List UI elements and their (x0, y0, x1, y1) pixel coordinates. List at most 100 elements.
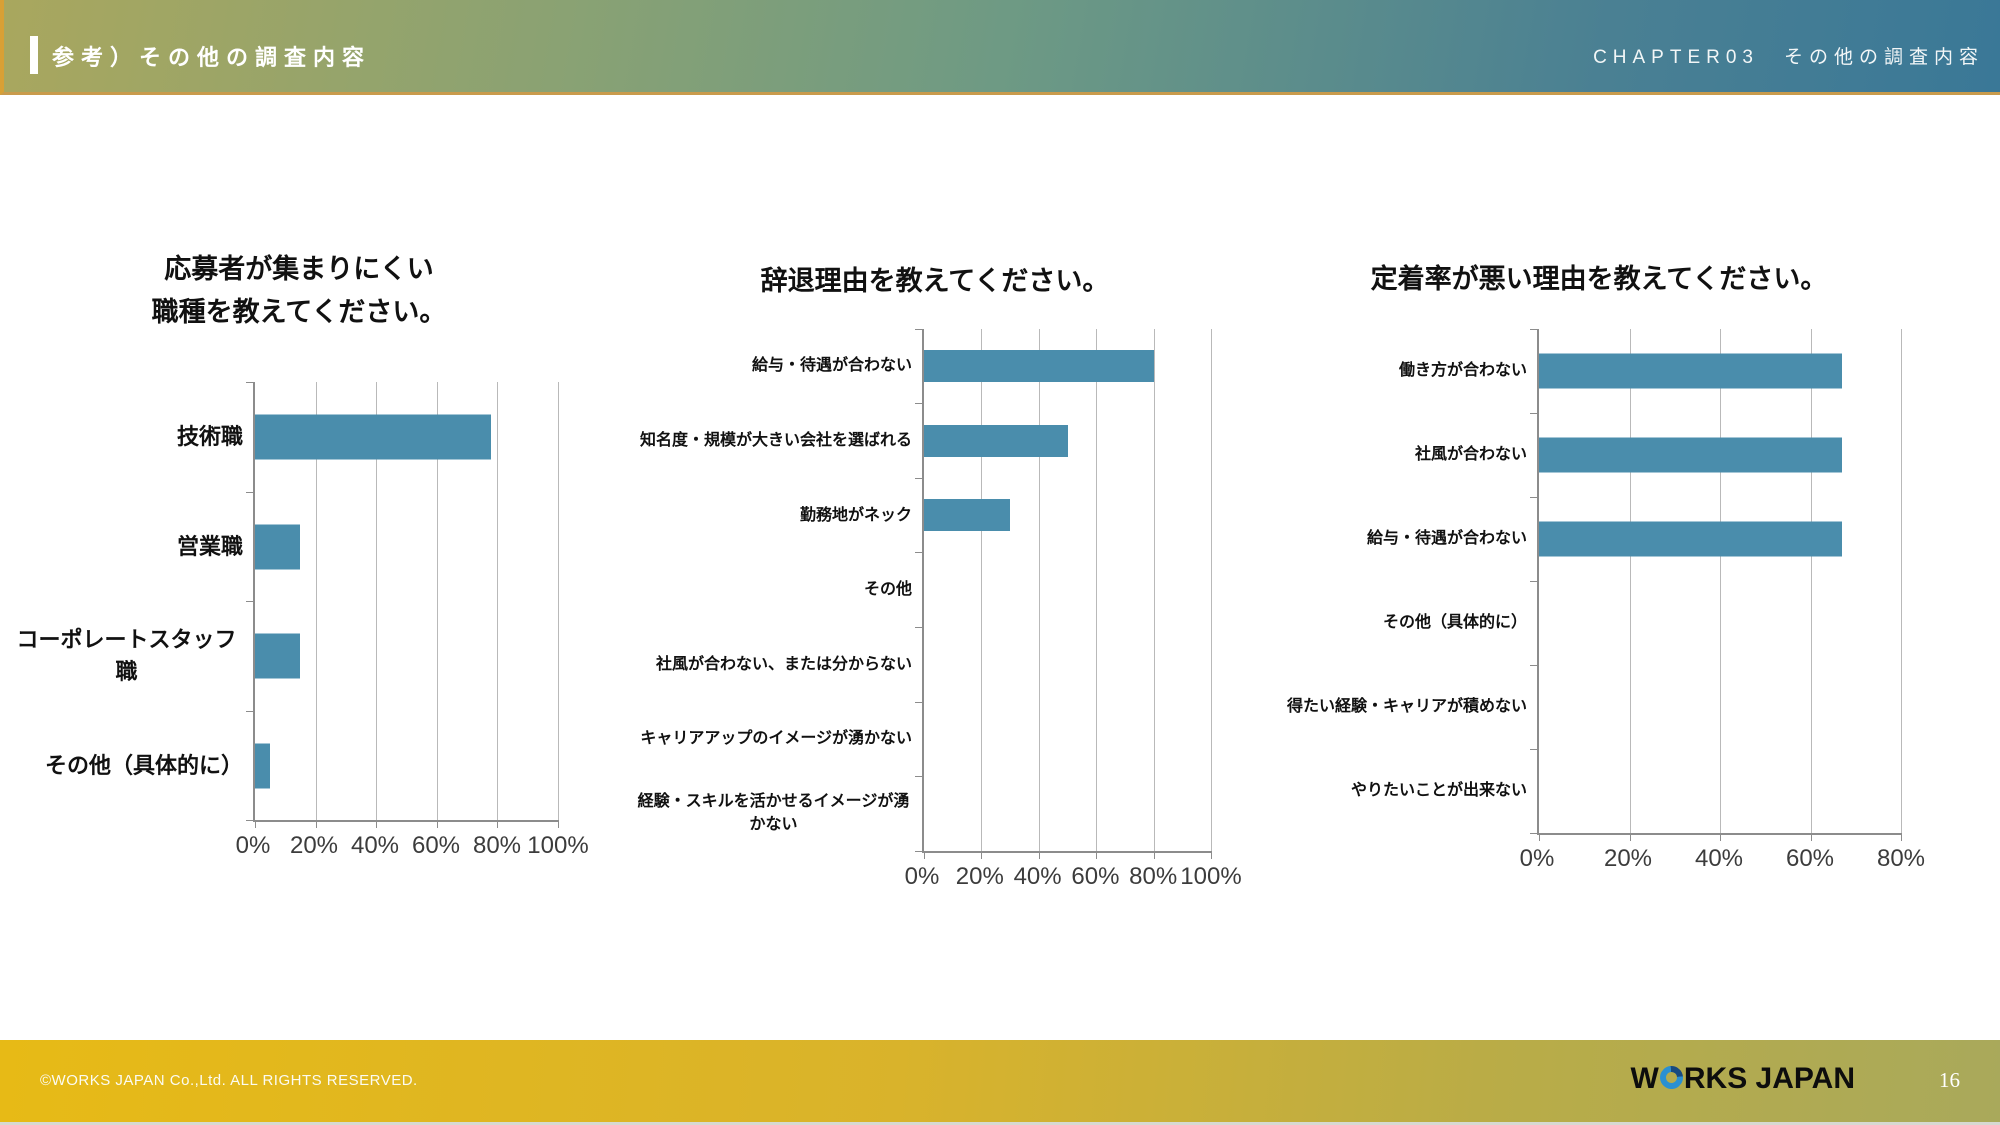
x-axis-tick (1901, 832, 1902, 841)
x-axis-tick (981, 850, 983, 859)
category-label-text: その他（具体的に） (1382, 614, 1527, 632)
chart-title: 応募者が集まりにくい 職種を教えてください。 (10, 248, 558, 333)
bar-row (1539, 581, 1901, 665)
category-labels: 給与・待遇が合わない知名度・規模が大きい会社を選ばれる勤務地がネックその他社風が… (635, 329, 922, 851)
gridline (1629, 328, 1631, 833)
y-axis-tick (915, 776, 924, 778)
y-axis-tick (246, 710, 255, 712)
chart-body: 技術職 営業職 コーポレートスタッフ職 その他（具体的に） 0% 20% 40% 60% 80%… (10, 382, 589, 862)
gridline (1720, 328, 1721, 833)
x-axis-labels: 0% 20% 40% 60% 80% (1520, 844, 1925, 875)
x-axis-label: 60% (1071, 862, 1120, 890)
chart-title-line: 職種を教えてください。 (151, 296, 447, 327)
category-label: 給与・待遇が合わない (635, 329, 922, 404)
x-axis-label: 0% (1519, 844, 1555, 872)
bar (255, 633, 301, 679)
chart-title: 辞退理由を教えてください。 (635, 260, 1215, 303)
chart-low-retention-reasons: 定着率が悪い理由を教えてください。 働き方が合わない 社風が合わない 給与・待遇が合わ… (1253, 258, 1925, 875)
x-axis-label: 20% (1603, 844, 1653, 872)
x-axis-label: 20% (289, 832, 339, 860)
x-axis-label: 100% (527, 832, 589, 860)
gridline (558, 382, 559, 821)
gridline (1096, 328, 1098, 851)
y-axis-tick (1530, 832, 1539, 834)
x-axis-tick (315, 820, 317, 829)
bar-row (1539, 665, 1901, 749)
x-axis-labels: 0% 20% 40% 60% 80% 100% (905, 862, 1242, 893)
category-labels: 技術職営業職コーポレートスタッフ職その他（具体的に） (10, 382, 253, 820)
page-number: 16 (1939, 1068, 1960, 1092)
x-axis-label: 0% (904, 862, 940, 890)
chart-decline-reasons: 辞退理由を教えてください。給与・待遇が合わない知名度・規模が大きい会社を選ばれる… (635, 260, 1242, 893)
slide-header: 参考）その他の調査内容 CHAPTER03 その他の調査内容 (0, 0, 2000, 95)
bar-row (924, 627, 1211, 702)
category-label: 技術職 (10, 382, 253, 492)
plot-wrap: 0% 20% 40% 60% 80% 100% (905, 328, 1242, 893)
y-axis-tick (246, 491, 255, 493)
category-label: その他（具体的に） (10, 711, 253, 821)
category-labels: 働き方が合わない 社風が合わない 給与・待遇が合わない その他（具体的に） 得たい経験・… (1253, 329, 1537, 833)
gridline (1810, 328, 1812, 833)
gridline (497, 382, 499, 821)
category-label: その他（具体的に） (1253, 581, 1537, 665)
y-axis-tick (246, 820, 255, 822)
bar-row (1539, 497, 1901, 581)
y-axis-tick (246, 382, 255, 384)
y-axis-tick (915, 328, 924, 330)
bar-row (924, 403, 1211, 478)
chart-title: 定着率が悪い理由を教えてください。 (1253, 258, 1905, 301)
category-label: 給与・待遇が合わない (1253, 497, 1537, 581)
category-label: 働き方が合わない (1253, 329, 1537, 413)
x-axis-tick (1629, 832, 1631, 841)
x-axis-label: 60% (1785, 844, 1835, 872)
chapter-label: CHAPTER03 その他の調査内容 (1593, 47, 1984, 68)
x-axis-tick (1153, 850, 1155, 859)
gridline (376, 382, 378, 821)
category-label-text: その他 (863, 581, 912, 599)
category-label: やりたいことが出来ない (1253, 749, 1537, 833)
logo-o-ring-icon (1655, 1061, 1688, 1094)
chart-hard-to-recruit-roles: 応募者が集まりにくい 職種を教えてください。技術職営業職コーポレートスタッフ職その… (10, 248, 589, 862)
x-axis-label: 80% (1129, 862, 1178, 890)
gridline (315, 382, 317, 821)
category-label-text: コーポレートスタッフ職 (16, 627, 237, 685)
slide-title: 参考）その他の調査内容 (52, 45, 372, 70)
category-label-text: 給与・待遇が合わない (1366, 530, 1527, 548)
bar (924, 424, 1068, 457)
chart-title-line: 応募者が集まりにくい (164, 254, 434, 284)
bar-row (924, 478, 1211, 553)
y-axis-tick (915, 552, 924, 554)
chart-body: 給与・待遇が合わない知名度・規模が大きい会社を選ばれる勤務地がネックその他社風が… (635, 328, 1242, 893)
bar (924, 349, 1154, 382)
x-axis-tick (1038, 850, 1040, 859)
bar-row (255, 382, 558, 492)
y-axis-tick (915, 477, 924, 479)
bar (1539, 521, 1843, 557)
bar-row (255, 711, 558, 821)
chart-title-line: 定着率が悪い理由を教えてください。 (1370, 264, 1828, 294)
category-label-text: 勤務地がネック (799, 506, 912, 524)
worksjapan-logo: W RKS JAPAN (1631, 1061, 1855, 1096)
gridline (436, 382, 438, 821)
plot-area (915, 328, 1212, 859)
category-label-text: キャリアアップのイメージが湧かない (640, 730, 912, 748)
x-axis-tick (1539, 832, 1540, 841)
x-axis-tick (558, 820, 559, 829)
bar-row (924, 329, 1211, 404)
plot-area (1530, 328, 1902, 841)
x-axis-label: 100% (1180, 862, 1242, 890)
category-label: 営業職 (10, 492, 253, 602)
bar-row (1539, 749, 1901, 833)
bar-row (924, 702, 1211, 777)
y-axis-tick (1530, 748, 1539, 750)
x-axis-label: 0% (235, 832, 271, 860)
slide-footer: ©WORKS JAPAN Co.,Ltd. ALL RIGHTS RESERVE… (0, 1040, 2000, 1125)
x-axis-tick (1720, 832, 1721, 841)
category-label: 勤務地がネック (635, 478, 922, 553)
category-label-text: 営業職 (176, 533, 243, 559)
x-axis-tick (924, 850, 925, 859)
category-label-text: 知名度・規模が大きい会社を選ばれる (639, 431, 912, 449)
bar (255, 743, 271, 789)
category-label-text: 社風が合わない、または分からない (655, 655, 912, 673)
